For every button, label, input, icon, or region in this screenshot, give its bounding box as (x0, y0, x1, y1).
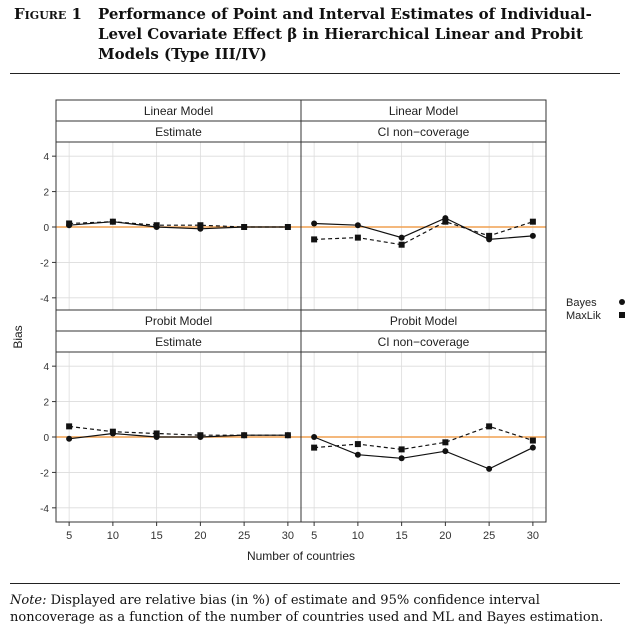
panel-2-maxlik-point (486, 232, 493, 239)
panel-3-x-tick-label: 15 (151, 530, 163, 542)
panel-2-maxlik-line (314, 221, 534, 246)
panel-4-bayes-point (311, 434, 318, 440)
panel-2-maxlik-point (529, 218, 536, 225)
panel-1-y-tick-label: 4 (43, 152, 49, 163)
note-rule (10, 583, 620, 584)
panel-3-y-tick-label: 4 (43, 362, 49, 373)
panel-3-bayes-point (66, 435, 73, 442)
figure-note: Note: Displayed are relative bias (in %)… (10, 592, 622, 626)
panel-3-maxlik-point (66, 423, 73, 430)
legend-bayes-marker (619, 299, 625, 305)
panel-4-bayes-point (398, 455, 405, 462)
panel-3-maxlik-point (153, 430, 160, 437)
panel-2-measure-label: CI non−coverage (378, 125, 470, 139)
panel-3-y-tick-label: 2 (43, 398, 49, 409)
panel-4-x-tick-label: 15 (396, 530, 408, 542)
panel-3-model-label: Probit Model (145, 314, 212, 328)
panel-2-bayes-point (529, 232, 536, 239)
panel-3-x-tick-label: 20 (194, 530, 206, 542)
panel-4-maxlik-point (311, 444, 318, 451)
panel-3-maxlik-point (197, 432, 204, 439)
panel-4-maxlik-point (442, 439, 449, 446)
panel-4-x-tick-label: 5 (311, 530, 317, 542)
legend-bayes-label: Bayes (566, 297, 597, 309)
panel-2-bayes-point (398, 234, 405, 241)
panel-1-maxlik-point (109, 218, 116, 225)
panel-3-maxlik-point (109, 428, 116, 435)
panel-1-maxlik-point (284, 224, 291, 230)
panel-4-bayes-point (529, 444, 536, 451)
panel-3-maxlik-line (69, 425, 288, 436)
note-text: Displayed are relative bias (in %) of es… (10, 593, 604, 625)
panel-3-maxlik-point (284, 432, 291, 439)
panel-4-x-tick-label: 25 (483, 530, 495, 542)
figure-label: Figure 1 (14, 5, 82, 23)
panel-3-y-tick-label: -2 (40, 468, 49, 479)
panel-4-bayes-line (313, 436, 534, 470)
note-prefix: Note: (10, 593, 47, 608)
panel-2-bayes-point (311, 220, 318, 227)
panel-1-maxlik-line (69, 221, 288, 228)
panel-3-x-tick-label: 25 (238, 530, 250, 542)
panel-1-y-tick-label: -4 (40, 294, 49, 305)
panel-4-maxlik-point (486, 423, 493, 430)
panel-3-maxlik-point (241, 432, 248, 439)
panel-4-x-tick-label: 10 (352, 530, 364, 542)
panel-4-bayes-point (486, 465, 493, 472)
panel-2-maxlik-point (398, 241, 405, 248)
panel-1-y-tick-label: 2 (43, 188, 49, 199)
panel-1-maxlik-point (241, 224, 248, 230)
panel-2-model-label: Linear Model (389, 104, 458, 118)
panel-1-y-tick-label: 0 (43, 223, 49, 234)
panel-2-maxlik-point (311, 236, 318, 243)
panel-3-y-tick-label: 0 (43, 433, 49, 444)
panel-3-x-tick-label: 10 (107, 530, 119, 542)
figure-title: Performance of Point and Interval Estima… (98, 5, 592, 63)
panel-4-bayes-point (354, 451, 361, 458)
x-axis-label: Number of countries (247, 549, 355, 563)
panel-4-frame (300, 351, 547, 523)
panel-2-maxlik-point (354, 234, 361, 241)
panel-3-x-tick-label: 5 (66, 530, 72, 542)
panel-3-x-tick-label: 30 (282, 530, 294, 542)
panel-1-maxlik-point (153, 222, 160, 229)
legend-maxlik-label: MaxLik (566, 310, 601, 322)
panel-4-maxlik-point (529, 437, 536, 444)
panel-2-bayes-line (314, 217, 533, 241)
panel-2-maxlik-point (442, 218, 449, 225)
panel-4-maxlik-line (314, 425, 534, 451)
header-rule (10, 73, 620, 74)
y-axis-label: Bias (11, 325, 25, 348)
panel-4-model-label: Probit Model (390, 314, 457, 328)
panel-2-bayes-point (354, 222, 361, 229)
panel-3-y-tick-label: -4 (40, 504, 49, 515)
panel-4-bayes-point (442, 448, 449, 455)
panel-1-measure-label: Estimate (155, 125, 202, 139)
panel-3-measure-label: Estimate (155, 335, 202, 349)
panel-4-maxlik-point (398, 446, 405, 453)
panel-1-maxlik-point (197, 222, 204, 229)
panel-4-x-tick-label: 20 (439, 530, 451, 542)
panel-1-maxlik-point (66, 220, 73, 227)
panel-4-x-tick-label: 30 (527, 530, 539, 542)
legend-maxlik-marker (619, 312, 625, 318)
panel-4-maxlik-point (354, 441, 361, 448)
panel-1-y-tick-label: -2 (40, 258, 49, 269)
panel-4-measure-label: CI non−coverage (378, 335, 470, 349)
panel-1-model-label: Linear Model (144, 104, 213, 118)
